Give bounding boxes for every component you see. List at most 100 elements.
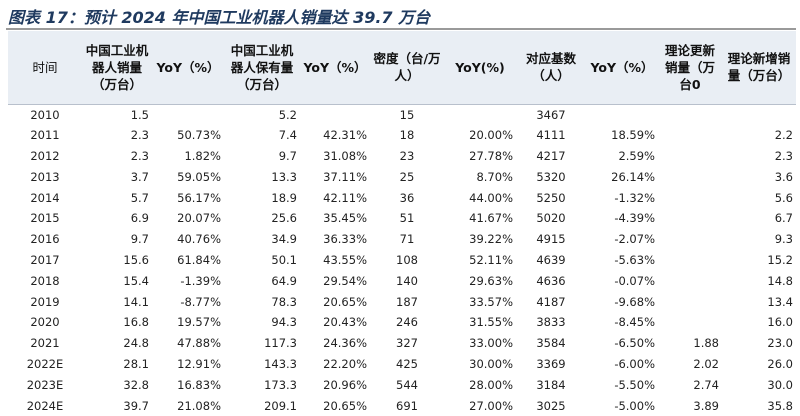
title-bar: 图表 17：预计 2024 年中国工业机器人销量达 39.7 万台	[6, 0, 796, 30]
cell-stock-yoy: 20.96%	[323, 377, 367, 392]
col-header-sales-yoy: YoY（%）	[152, 31, 224, 105]
cell-sales: 39.7	[123, 398, 149, 413]
table-row: 2020 16.8 19.57% 94.3 20.43% 246 31.55% 3833 -8.…	[8, 312, 796, 333]
cell-sales-yoy: 61.84%	[177, 252, 221, 267]
table-row: 2013 3.7 59.05% 13.3 37.11% 25 8.70% 5320 26.14%…	[8, 166, 796, 187]
cell-sales: 2.3	[130, 128, 149, 143]
cell-base-yoy: -8.45%	[614, 315, 655, 330]
cell-stock-yoy: 35.45%	[323, 211, 367, 226]
cell-base-yoy: -9.68%	[614, 294, 655, 309]
cell-replacement: 1.88	[693, 336, 719, 351]
cell-sales-yoy: 47.88%	[177, 336, 221, 351]
cell-density-yoy: 30.00%	[469, 356, 513, 371]
cell-sales: 1.5	[130, 107, 149, 122]
cell-year: 2011	[30, 128, 60, 143]
cell-density-yoy	[444, 104, 516, 125]
col-header-base-yoy: YoY（%）	[586, 31, 658, 105]
table-row: 2022E 28.1 12.91% 143.3 22.20% 425 30.00% 3369 -…	[8, 354, 796, 375]
data-table: 时间 中国工业机器人销量（万台） YoY（%） 中国工业机器人保有量（万台） Y…	[8, 31, 796, 416]
cell-sales: 28.1	[123, 356, 149, 371]
cell-base-yoy: -0.07%	[614, 273, 655, 288]
cell-sales: 14.1	[123, 294, 149, 309]
cell-density: 108	[396, 252, 418, 267]
cell-new: 2.3	[774, 148, 793, 163]
cell-new: 35.8	[767, 398, 793, 413]
cell-density-yoy: 33.57%	[469, 294, 513, 309]
cell-year: 2012	[30, 148, 60, 163]
col-header-density: 密度（台/万人）	[370, 31, 444, 105]
cell-new: 26.0	[767, 356, 793, 371]
cell-replacement	[658, 104, 722, 125]
cell-base: 4636	[536, 273, 566, 288]
cell-year: 2021	[30, 336, 60, 351]
cell-sales-yoy: 56.17%	[177, 190, 221, 205]
cell-base: 3584	[536, 336, 566, 351]
cell-stock: 209.1	[264, 398, 297, 413]
col-header-density-yoy: YoY(%)	[444, 31, 516, 105]
cell-base-yoy: -6.00%	[614, 356, 655, 371]
cell-sales: 15.4	[123, 273, 149, 288]
cell-base: 3467	[536, 107, 566, 122]
cell-stock: 117.3	[264, 336, 297, 351]
cell-density-yoy: 8.70%	[476, 169, 513, 184]
cell-stock: 173.3	[264, 377, 297, 392]
cell-density-yoy: 39.22%	[469, 232, 513, 247]
cell-replacement: 3.89	[693, 398, 719, 413]
cell-sales: 24.8	[123, 336, 149, 351]
cell-sales-yoy: 40.76%	[177, 232, 221, 247]
cell-sales: 5.7	[130, 190, 149, 205]
cell-year: 2023E	[26, 377, 64, 392]
table-body: 2010 1.5 5.2 15 3467 2011 2.3 50.73% 7.4 42.31% 18…	[8, 104, 796, 416]
cell-base: 4111	[536, 128, 566, 143]
cell-stock: 25.6	[271, 211, 297, 226]
cell-stock-yoy: 22.20%	[323, 356, 367, 371]
cell-sales: 16.8	[123, 315, 149, 330]
cell-year: 2016	[30, 232, 60, 247]
cell-base: 3025	[536, 398, 566, 413]
cell-new: 30.0	[767, 377, 793, 392]
cell-base: 3833	[536, 315, 566, 330]
cell-base-yoy	[586, 104, 658, 125]
cell-sales: 3.7	[130, 169, 149, 184]
cell-sales-yoy: 16.83%	[177, 377, 221, 392]
cell-year: 2010	[30, 107, 60, 122]
cell-density-yoy: 33.00%	[469, 336, 513, 351]
table-row: 2011 2.3 50.73% 7.4 42.31% 18 20.00% 4111 18.59%…	[8, 125, 796, 146]
cell-density: 544	[396, 377, 418, 392]
figure-title: 图表 17：预计 2024 年中国工业机器人销量达 39.7 万台	[8, 8, 431, 27]
cell-stock: 78.3	[271, 294, 297, 309]
cell-density: 36	[399, 190, 415, 205]
cell-sales: 15.6	[123, 252, 149, 267]
cell-sales-yoy	[152, 104, 224, 125]
cell-stock: 50.1	[271, 252, 297, 267]
cell-stock: 7.4	[278, 128, 297, 143]
cell-year: 2014	[30, 190, 60, 205]
table-row: 2017 15.6 61.84% 50.1 43.55% 108 52.11% 4639 -5.…	[8, 250, 796, 271]
table-row: 2015 6.9 20.07% 25.6 35.45% 51 41.67% 5020 -4.39…	[8, 208, 796, 229]
cell-stock-yoy: 29.54%	[323, 273, 367, 288]
cell-year: 2020	[30, 315, 60, 330]
cell-stock-yoy	[300, 104, 370, 125]
cell-density: 25	[399, 169, 415, 184]
cell-base-yoy: -1.32%	[614, 190, 655, 205]
cell-year: 2015	[30, 211, 60, 226]
cell-density-yoy: 29.63%	[469, 273, 513, 288]
table-row: 2016 9.7 40.76% 34.9 36.33% 71 39.22% 4915 -2.07…	[8, 229, 796, 250]
col-header-stock-yoy: YoY（%）	[300, 31, 370, 105]
cell-sales: 6.9	[130, 211, 149, 226]
cell-replacement	[658, 229, 722, 250]
cell-sales-yoy: 20.07%	[177, 211, 221, 226]
cell-base-yoy: 26.14%	[611, 169, 655, 184]
cell-base: 3184	[536, 377, 566, 392]
table-row: 2019 14.1 -8.77% 78.3 20.65% 187 33.57% 4187 -9.…	[8, 291, 796, 312]
cell-new: 5.6	[774, 190, 793, 205]
table-header: 时间 中国工业机器人销量（万台） YoY（%） 中国工业机器人保有量（万台） Y…	[8, 31, 796, 105]
cell-sales-yoy: 59.05%	[177, 169, 221, 184]
cell-base: 5020	[536, 211, 566, 226]
cell-stock: 143.3	[264, 356, 297, 371]
cell-new: 16.0	[767, 315, 793, 330]
cell-year: 2018	[30, 273, 60, 288]
cell-new: 3.6	[774, 169, 793, 184]
cell-year: 2013	[30, 169, 60, 184]
cell-sales-yoy: -1.39%	[180, 273, 221, 288]
